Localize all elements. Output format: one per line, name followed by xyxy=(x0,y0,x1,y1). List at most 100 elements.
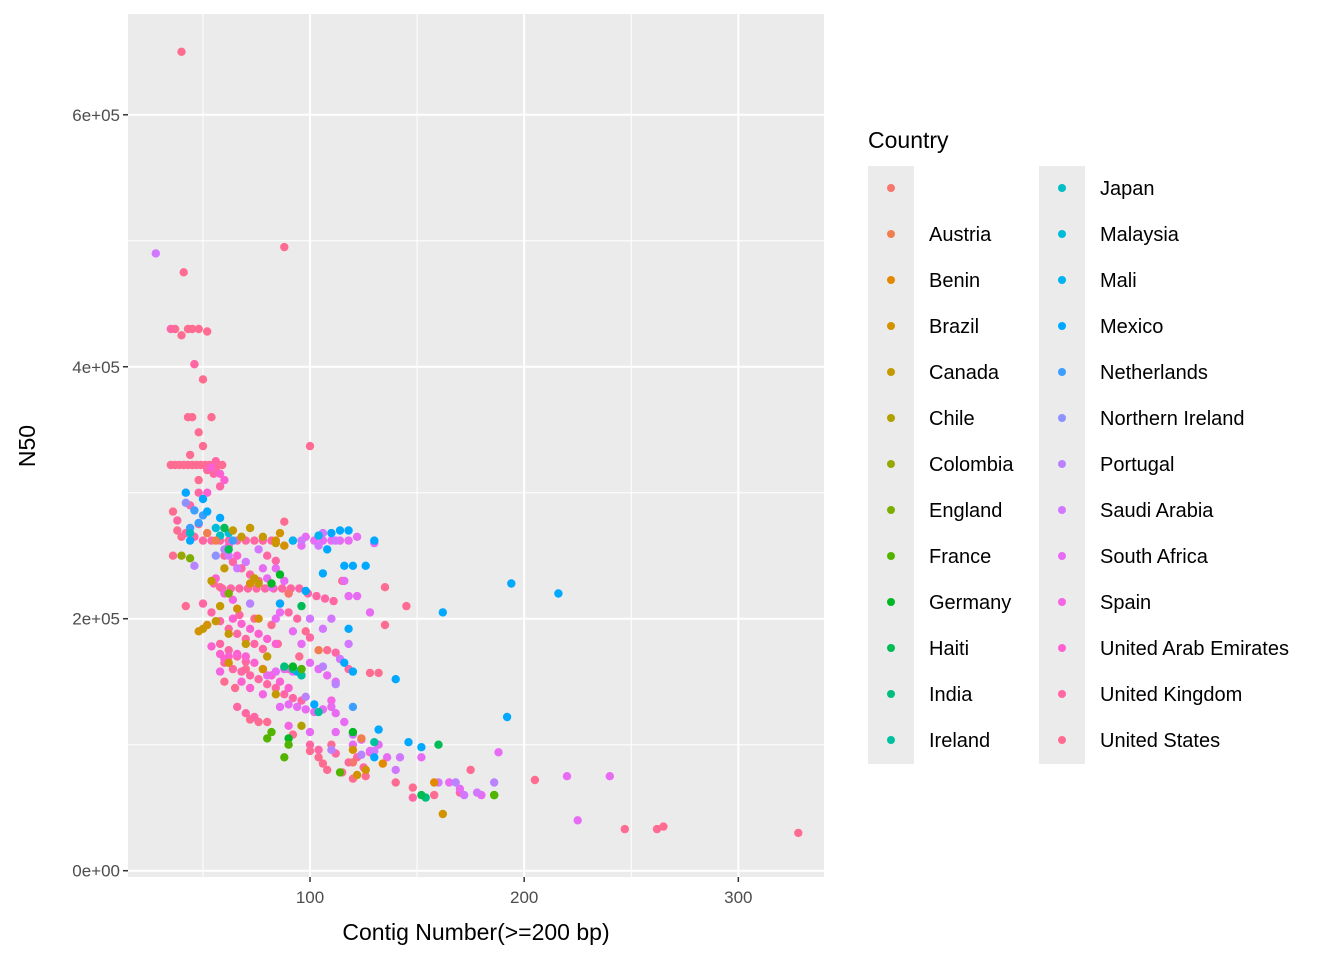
data-point xyxy=(203,327,212,336)
legend-key-dot xyxy=(887,276,895,284)
data-point xyxy=(370,753,379,762)
data-point xyxy=(284,700,293,709)
legend-item[interactable] xyxy=(887,184,895,192)
data-point xyxy=(340,576,349,586)
legend-label: Mexico xyxy=(1100,316,1163,338)
data-point xyxy=(314,646,323,655)
data-point xyxy=(166,324,175,334)
data-point xyxy=(245,683,255,693)
legend-item[interactable]: Ireland xyxy=(887,730,990,752)
data-point xyxy=(659,822,668,831)
legend-key-dot xyxy=(1058,506,1066,514)
data-point xyxy=(365,608,375,617)
legend-key-dot xyxy=(1058,598,1066,606)
data-point xyxy=(254,629,263,638)
data-point xyxy=(237,619,246,628)
legend-label: Japan xyxy=(1100,178,1155,200)
data-point xyxy=(220,564,229,573)
legend-label: Haiti xyxy=(929,638,969,660)
legend-item[interactable]: Netherlands xyxy=(1058,362,1208,384)
data-point xyxy=(190,360,199,369)
legend-label: Benin xyxy=(929,270,980,292)
data-point xyxy=(318,569,328,578)
legend-item[interactable]: Brazil xyxy=(887,316,979,338)
data-point xyxy=(331,727,340,737)
data-point xyxy=(344,526,353,535)
data-point xyxy=(284,608,293,617)
legend-key-dot xyxy=(1058,460,1066,468)
data-point xyxy=(438,809,447,819)
data-point xyxy=(295,584,304,593)
legend-key-dot xyxy=(887,552,895,560)
legend-item[interactable]: United States xyxy=(1058,730,1220,752)
legend-item[interactable]: Northern Ireland xyxy=(1058,408,1245,430)
data-point xyxy=(494,748,503,757)
legend-item[interactable]: Saudi Arabia xyxy=(1058,500,1214,522)
legend-item[interactable]: Malaysia xyxy=(1058,224,1180,246)
data-point xyxy=(194,324,203,334)
legend-item[interactable]: India xyxy=(887,684,973,706)
legend-item[interactable]: Haiti xyxy=(887,638,969,660)
data-point xyxy=(323,671,332,680)
data-point xyxy=(395,753,405,762)
legend-item[interactable]: Austria xyxy=(887,224,992,246)
data-point xyxy=(305,727,315,737)
data-point xyxy=(305,614,315,623)
data-point xyxy=(348,702,358,712)
legend-key-dot xyxy=(887,644,895,652)
data-point xyxy=(460,790,469,800)
legend-item[interactable]: United Arab Emirates xyxy=(1058,638,1289,660)
data-point xyxy=(179,268,188,277)
legend-item[interactable]: Germany xyxy=(887,592,1011,614)
data-point xyxy=(220,677,229,686)
data-point xyxy=(327,614,336,623)
legend-item[interactable]: England xyxy=(887,500,1002,522)
legend-item[interactable]: Canada xyxy=(887,362,1000,384)
data-point xyxy=(340,561,349,570)
data-point xyxy=(194,428,203,437)
data-point xyxy=(254,579,263,588)
legend-item[interactable]: Spain xyxy=(1058,592,1151,614)
legend-item[interactable]: France xyxy=(887,546,991,568)
legend-item[interactable]: United Kingdom xyxy=(1058,684,1242,706)
y-tick-label: 4e+05 xyxy=(72,358,120,377)
data-point xyxy=(258,690,268,699)
data-point xyxy=(348,758,358,767)
legend-item[interactable]: Portugal xyxy=(1058,454,1175,476)
data-point xyxy=(310,700,319,709)
legend[interactable]: Country Austria Benin Brazil Canada Chile Col… xyxy=(868,127,1289,764)
data-point xyxy=(181,498,190,507)
legend-key-dot xyxy=(887,368,895,376)
legend-label: Saudi Arabia xyxy=(1100,500,1214,522)
data-point xyxy=(284,721,293,730)
legend-item[interactable]: Colombia xyxy=(887,454,1014,476)
data-point xyxy=(258,664,268,674)
data-point xyxy=(228,526,238,535)
data-point xyxy=(652,824,662,834)
legend-key-dot xyxy=(1058,368,1066,376)
data-point xyxy=(241,639,250,649)
legend-label: Germany xyxy=(929,592,1011,614)
data-point xyxy=(365,668,375,678)
data-point xyxy=(361,772,370,781)
legend-item[interactable]: South Africa xyxy=(1058,546,1209,568)
legend-key-dot xyxy=(1058,552,1066,560)
legend-item[interactable]: Benin xyxy=(887,270,980,292)
data-point xyxy=(323,765,332,775)
legend-item[interactable]: Mali xyxy=(1058,270,1137,292)
legend-item[interactable]: Japan xyxy=(1058,178,1155,200)
legend-label: Ireland xyxy=(929,730,990,752)
data-point xyxy=(275,599,285,608)
data-point xyxy=(378,759,387,768)
data-point xyxy=(278,584,287,593)
legend-item[interactable]: Mexico xyxy=(1058,316,1163,338)
data-point xyxy=(224,551,233,560)
data-point xyxy=(215,513,225,523)
legend-item[interactable]: Chile xyxy=(887,408,975,430)
data-point xyxy=(258,532,268,541)
data-point xyxy=(318,759,328,768)
legend-label: South Africa xyxy=(1100,546,1209,568)
data-point xyxy=(207,642,216,651)
data-point xyxy=(245,599,255,608)
data-point xyxy=(235,584,244,593)
